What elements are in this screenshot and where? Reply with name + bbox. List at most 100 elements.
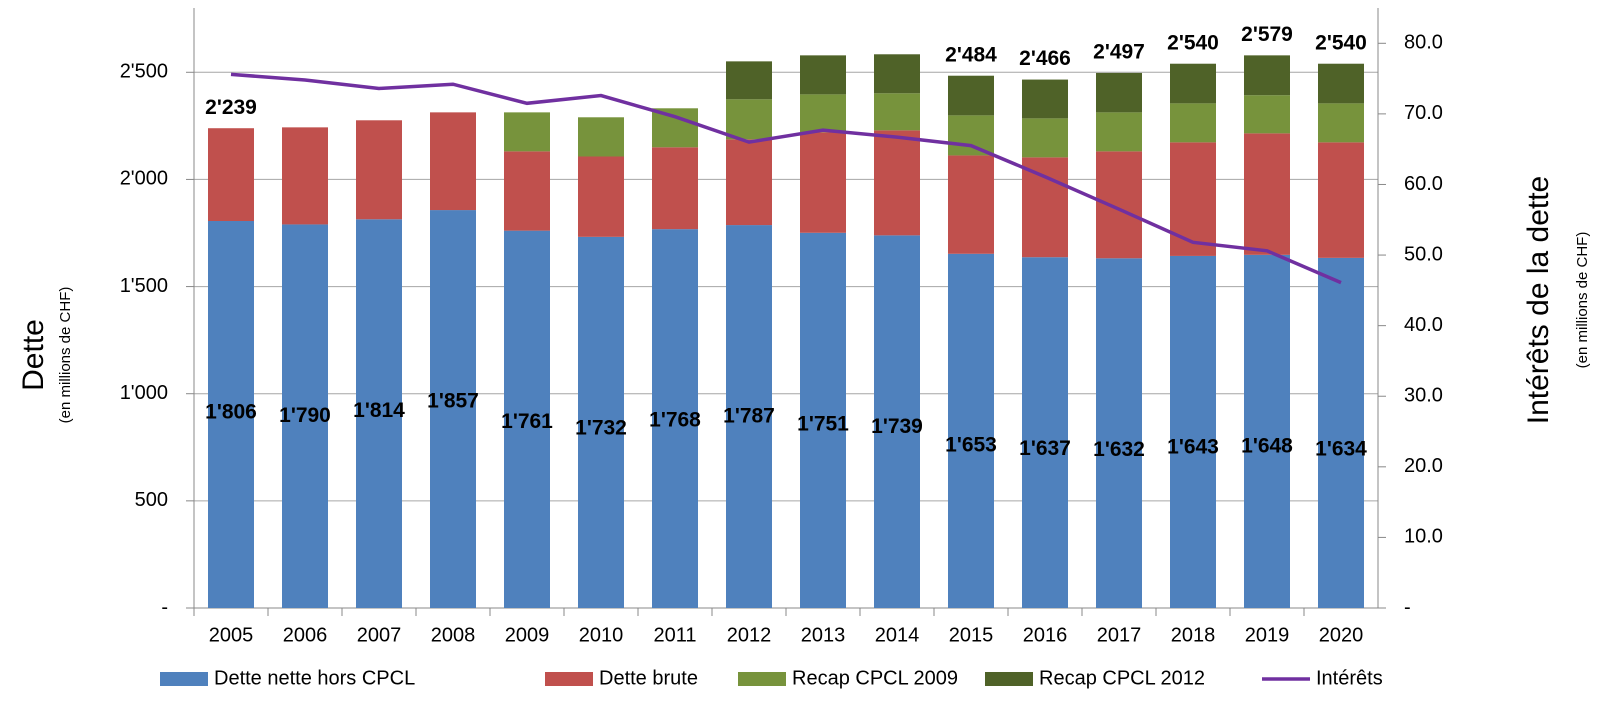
x-tick-label: 2009 — [505, 624, 550, 646]
x-tick-label: 2013 — [801, 624, 846, 646]
bar-segment — [578, 236, 624, 608]
y-tick-label: 2'000 — [120, 168, 168, 190]
bar-segment — [578, 117, 624, 157]
data-label: 1'806 — [205, 401, 257, 424]
x-tick-label: 2016 — [1023, 624, 1068, 646]
bar-segment — [1318, 103, 1364, 143]
y-axis-subtitle: (en millions de CHF) — [57, 287, 74, 424]
legend-swatch — [985, 672, 1033, 686]
total-label: 2'239 — [205, 96, 257, 119]
y2-tick-label: 70.0 — [1404, 102, 1443, 124]
y2-tick-label: 20.0 — [1404, 455, 1443, 477]
data-label: 1'814 — [353, 399, 405, 422]
total-label: 2'540 — [1167, 31, 1219, 54]
y2-axis-title: Intérêts de la dette — [1522, 176, 1555, 425]
bar-segment — [430, 210, 476, 609]
data-label: 1'857 — [427, 390, 479, 413]
total-label: 2'497 — [1093, 40, 1145, 63]
bar-segment — [1170, 142, 1216, 256]
data-label: 1'653 — [945, 433, 997, 456]
bar-segment — [208, 221, 254, 608]
bar-segment — [282, 224, 328, 608]
bar-segment — [948, 155, 994, 254]
legend-label: Intérêts — [1316, 667, 1383, 689]
y2-axis-subtitle: (en millions de CHF) — [1574, 232, 1591, 369]
legend-label: Dette nette hors CPCL — [214, 667, 415, 689]
x-tick-label: 2014 — [875, 624, 920, 646]
y-tick-label: 500 — [135, 489, 168, 511]
bar-segment — [1170, 103, 1216, 143]
bar-segment — [948, 115, 994, 156]
bar-segment — [1318, 63, 1364, 104]
bar-segment — [1244, 95, 1290, 134]
y2-tick-label: 50.0 — [1404, 243, 1443, 265]
total-label: 2'484 — [945, 43, 997, 66]
bar-segment — [948, 75, 994, 116]
y2-tick-label: 80.0 — [1404, 32, 1443, 54]
bar-segment — [874, 93, 920, 131]
legend-swatch — [160, 672, 208, 686]
bar-segment — [504, 230, 550, 608]
bar-segment — [356, 219, 402, 609]
y-tick-label: 2'500 — [120, 61, 168, 83]
bar-segment — [356, 120, 402, 220]
bar-segment — [1244, 254, 1290, 608]
y-tick-label: 1'000 — [120, 382, 168, 404]
x-tick-label: 2018 — [1171, 624, 1216, 646]
y-tick-label: 1'500 — [120, 275, 168, 297]
x-tick-label: 2010 — [579, 624, 624, 646]
line-series — [230, 72, 1342, 285]
bar-segment — [652, 108, 698, 148]
y2-tick-label: 40.0 — [1404, 314, 1443, 336]
total-label: 2'466 — [1019, 47, 1071, 70]
x-tick-label: 2006 — [283, 624, 328, 646]
y-tick-label: - — [161, 596, 168, 618]
bar-segment — [1096, 258, 1142, 608]
y2-tick-label: 30.0 — [1404, 385, 1443, 407]
bar-segment — [726, 225, 772, 609]
data-label: 1'751 — [797, 412, 849, 435]
y2-tick-label: 60.0 — [1404, 173, 1443, 195]
x-tick-label: 2005 — [209, 624, 254, 646]
bar-segment — [1318, 142, 1364, 258]
bar-segment — [652, 147, 698, 230]
bar-segment — [800, 232, 846, 609]
bar-segment — [1022, 79, 1068, 119]
bar-segment — [874, 235, 920, 608]
legend-swatch — [545, 672, 593, 686]
bar-segment — [1244, 55, 1290, 96]
bar-segment — [1170, 63, 1216, 104]
data-label: 1'732 — [575, 416, 627, 439]
x-tick-label: 2019 — [1245, 624, 1290, 646]
data-label: 1'790 — [279, 404, 331, 427]
bar-segment — [948, 253, 994, 609]
data-label: 1'787 — [723, 405, 775, 428]
bar-segment — [1022, 118, 1068, 158]
x-tick-label: 2007 — [357, 624, 402, 646]
bar-segment — [1096, 112, 1142, 152]
bar-segment — [800, 55, 846, 95]
legend-label: Dette brute — [599, 667, 698, 689]
total-label: 2'540 — [1315, 31, 1367, 54]
bar-segment — [430, 112, 476, 211]
data-label: 1'637 — [1019, 437, 1071, 460]
bar-segment — [1244, 133, 1290, 255]
bar-segment — [1022, 257, 1068, 608]
total-label: 2'579 — [1241, 23, 1293, 46]
bar-segment — [652, 229, 698, 608]
data-label: 1'648 — [1241, 434, 1293, 457]
bar-segment — [1022, 157, 1068, 258]
x-tick-label: 2020 — [1319, 624, 1364, 646]
data-label: 1'632 — [1093, 438, 1145, 461]
bar-segment — [874, 130, 920, 236]
y-axis-title: Dette — [17, 319, 50, 391]
legend-label: Recap CPCL 2012 — [1039, 667, 1205, 689]
x-tick-label: 2017 — [1097, 624, 1142, 646]
bar-segment — [1096, 72, 1142, 113]
y2-tick-label: - — [1404, 596, 1411, 618]
data-label: 1'761 — [501, 410, 553, 433]
bar-segment — [726, 61, 772, 100]
bar-segment — [800, 94, 846, 133]
bar-segment — [800, 132, 846, 233]
